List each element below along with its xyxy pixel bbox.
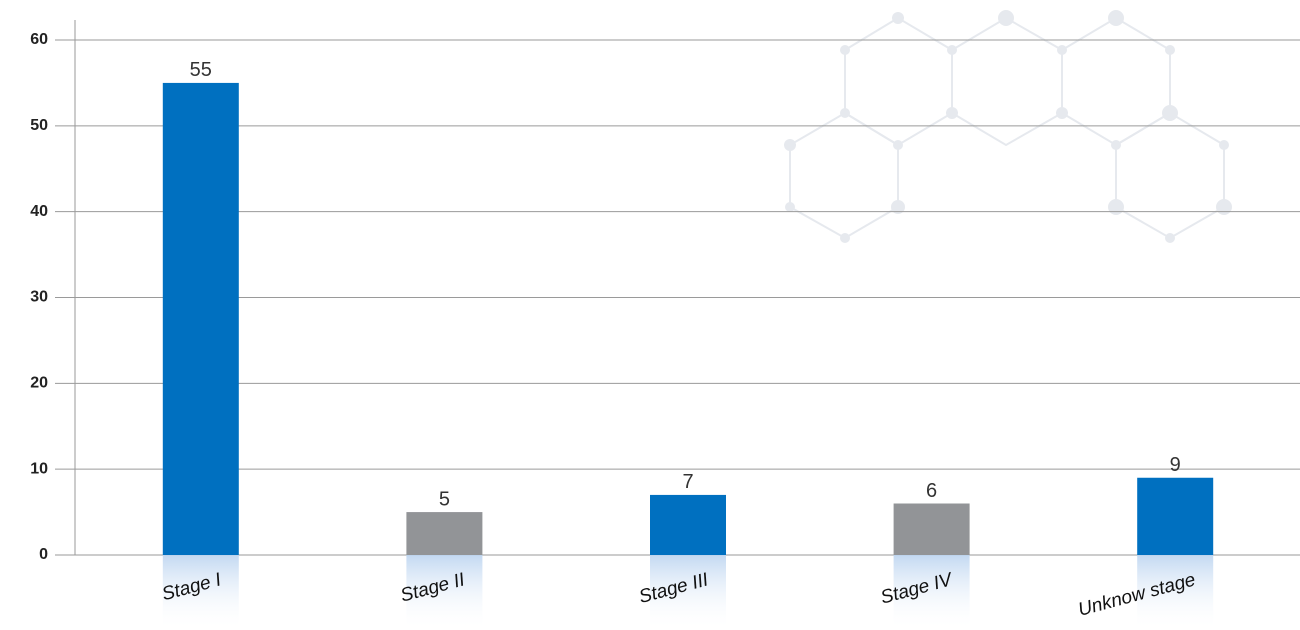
y-tick-label: 50 <box>30 117 48 134</box>
bar-reflection <box>406 555 483 630</box>
bar-reflection <box>650 555 726 630</box>
bar <box>1137 477 1214 555</box>
value-label: 55 <box>190 59 212 81</box>
value-label: 5 <box>439 488 450 510</box>
bar <box>650 494 726 555</box>
y-tick-label: 20 <box>30 375 48 392</box>
bar-reflection <box>1137 555 1214 630</box>
bar <box>893 503 970 555</box>
bar-reflection <box>162 555 239 630</box>
y-tick-label: 40 <box>30 203 48 220</box>
value-label: 6 <box>926 480 937 502</box>
value-label: 7 <box>682 471 693 493</box>
bar-reflection <box>893 555 970 630</box>
y-tick-label: 10 <box>30 460 48 477</box>
y-tick-label: 30 <box>30 289 48 306</box>
bar <box>162 82 239 556</box>
value-label: 9 <box>1170 454 1181 476</box>
y-tick-label: 60 <box>30 31 48 48</box>
background-decoration <box>784 10 1232 243</box>
bar <box>406 512 483 555</box>
y-tick-label: 0 <box>39 546 48 563</box>
